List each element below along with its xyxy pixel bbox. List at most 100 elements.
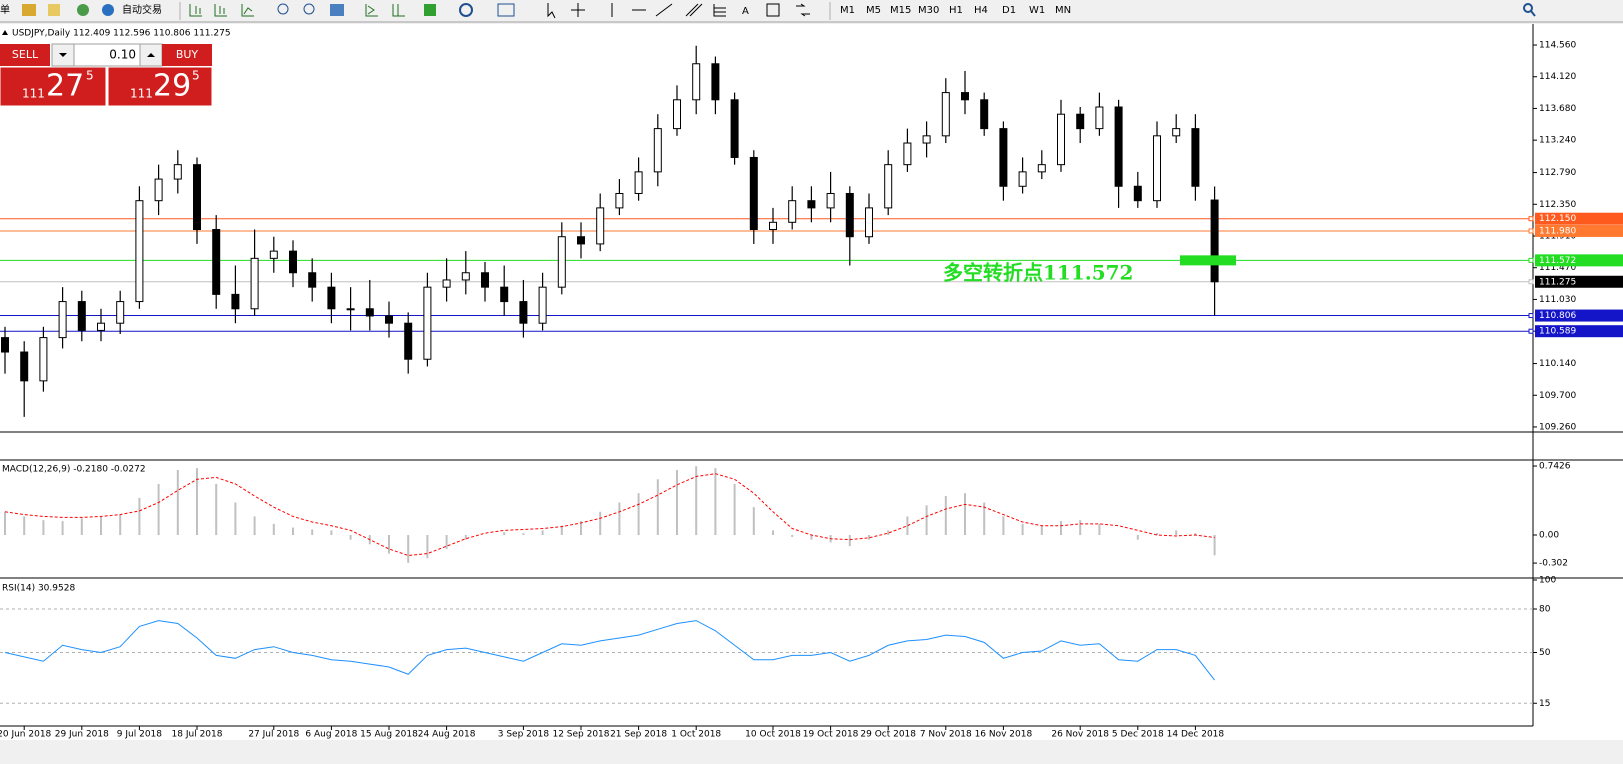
fibo-icon[interactable] (713, 4, 726, 17)
x-tick-label: 29 Oct 2018 (860, 730, 916, 740)
menu-item[interactable]: 单 (0, 4, 10, 16)
candle-body (845, 192, 854, 238)
toolbar-icon[interactable] (48, 4, 60, 16)
autotrade-icon[interactable] (102, 4, 114, 16)
candle-body (461, 272, 470, 281)
y-tick-label: 0.7426 (1539, 462, 1571, 472)
trendline-icon[interactable] (655, 3, 673, 17)
candle-body (577, 236, 585, 245)
bid-pips: 27 (46, 69, 84, 104)
x-tick-label: 27 Jul 2018 (248, 730, 299, 740)
candle-body (442, 279, 451, 288)
template-icon[interactable] (497, 3, 515, 17)
level-marker (1528, 313, 1534, 319)
candle-body (1114, 106, 1123, 187)
line-chart-icon[interactable] (241, 4, 254, 17)
collapse-icon (2, 30, 8, 35)
candle-body (807, 200, 816, 209)
candle-body (999, 128, 1008, 187)
candle-body (826, 192, 835, 209)
toolbar-icon[interactable] (77, 4, 89, 16)
candle-body (1018, 171, 1027, 187)
level-badge (1535, 309, 1623, 322)
candle-body (865, 207, 873, 238)
timeframe-button[interactable]: M30 (918, 5, 939, 16)
candle-body (1057, 113, 1065, 166)
chart-area (0, 24, 1623, 740)
channel-icon[interactable] (685, 3, 703, 17)
y-tick-label: 111.030 (1539, 295, 1576, 305)
search-icon[interactable] (1523, 3, 1533, 13)
candle-icon[interactable] (214, 4, 227, 17)
x-tick-label: 15 Aug 2018 (360, 730, 418, 740)
lot-value[interactable]: 0.10 (109, 48, 136, 62)
trade-panel: SELL 0.10 BUY 111 27 5 111 29 5 (0, 43, 213, 107)
zoom-out-icon[interactable] (303, 3, 315, 15)
x-tick-label: 9 Jul 2018 (117, 730, 162, 740)
timeframe-button[interactable]: D1 (1002, 5, 1016, 16)
candle-body (1133, 185, 1142, 202)
timeframe-button[interactable]: H4 (974, 5, 988, 16)
crosshair-icon[interactable] (571, 3, 585, 17)
candle-body (557, 236, 566, 288)
x-tick-label: 1 Oct 2018 (671, 730, 721, 740)
candle-body (749, 156, 758, 231)
x-tick-label: 26 Nov 2018 (1051, 730, 1109, 740)
timeframe-button[interactable]: M1 (840, 5, 855, 16)
timeframe-button[interactable]: M5 (866, 5, 881, 16)
pivot-marker (1180, 255, 1236, 266)
level-marker (1528, 279, 1534, 285)
autotrade-button[interactable]: 自动交易 (122, 3, 162, 16)
timeframe-button[interactable]: MN (1055, 5, 1071, 16)
level-label: 110.589 (1539, 327, 1576, 337)
scroll-icon[interactable] (365, 4, 378, 17)
candle-body (289, 250, 297, 274)
candle-body (596, 207, 605, 245)
timeframe-button[interactable]: H1 (949, 5, 963, 16)
tile-icon[interactable] (330, 4, 344, 16)
x-tick-label: 18 Jul 2018 (172, 730, 223, 740)
candle-body (1191, 128, 1200, 187)
y-tick-label: 113.240 (1539, 136, 1576, 146)
y-tick-label: 100 (1539, 576, 1556, 586)
macd-title: MACD(12,26,9) -0.2180 -0.0272 (2, 465, 146, 475)
toolbar-icon[interactable] (22, 4, 36, 16)
timeframe-button[interactable]: W1 (1029, 5, 1045, 16)
y-tick-label: 113.680 (1539, 104, 1576, 114)
candle-body (135, 200, 144, 303)
indicator-icon[interactable] (424, 4, 436, 16)
buy-button[interactable] (162, 44, 212, 66)
candles (1, 45, 1219, 417)
zoom-in-icon[interactable] (277, 3, 289, 15)
period-icon[interactable] (459, 3, 473, 17)
candle-body (212, 229, 221, 295)
candle-body (423, 286, 432, 360)
candle-body (615, 192, 624, 209)
level-label: 112.150 (1539, 214, 1576, 224)
x-tick-label: 29 Jun 2018 (55, 730, 109, 740)
sell-label[interactable]: SELL (12, 48, 39, 61)
buy-label[interactable]: BUY (176, 48, 199, 61)
candle-body (385, 315, 393, 324)
chart-title: USDJPY,Daily 112.409 112.596 110.806 111… (12, 29, 231, 39)
level-badge (1535, 212, 1623, 225)
level-marker (1528, 216, 1534, 222)
timeframe-button[interactable]: M15 (890, 5, 911, 16)
candle-body (193, 164, 201, 231)
label-icon[interactable] (766, 3, 780, 17)
bid-box[interactable] (0, 66, 107, 107)
cursor-icon[interactable] (547, 3, 556, 19)
x-tick-label: 19 Oct 2018 (803, 730, 859, 740)
ask-pips: 29 (153, 69, 191, 104)
sell-button[interactable] (0, 44, 50, 66)
level-label: 110.806 (1539, 311, 1576, 321)
x-tick-label: 5 Dec 2018 (1112, 730, 1164, 740)
bid-big: 111 (22, 87, 45, 101)
text-tool[interactable]: A (742, 6, 749, 17)
arrows-icon[interactable] (796, 3, 810, 17)
y-tick-label: 80 (1539, 605, 1551, 615)
bar-chart-icon[interactable] (189, 4, 202, 17)
shift-icon[interactable] (392, 4, 405, 17)
level-label: 111.275 (1539, 277, 1576, 287)
ask-box[interactable] (107, 66, 213, 107)
